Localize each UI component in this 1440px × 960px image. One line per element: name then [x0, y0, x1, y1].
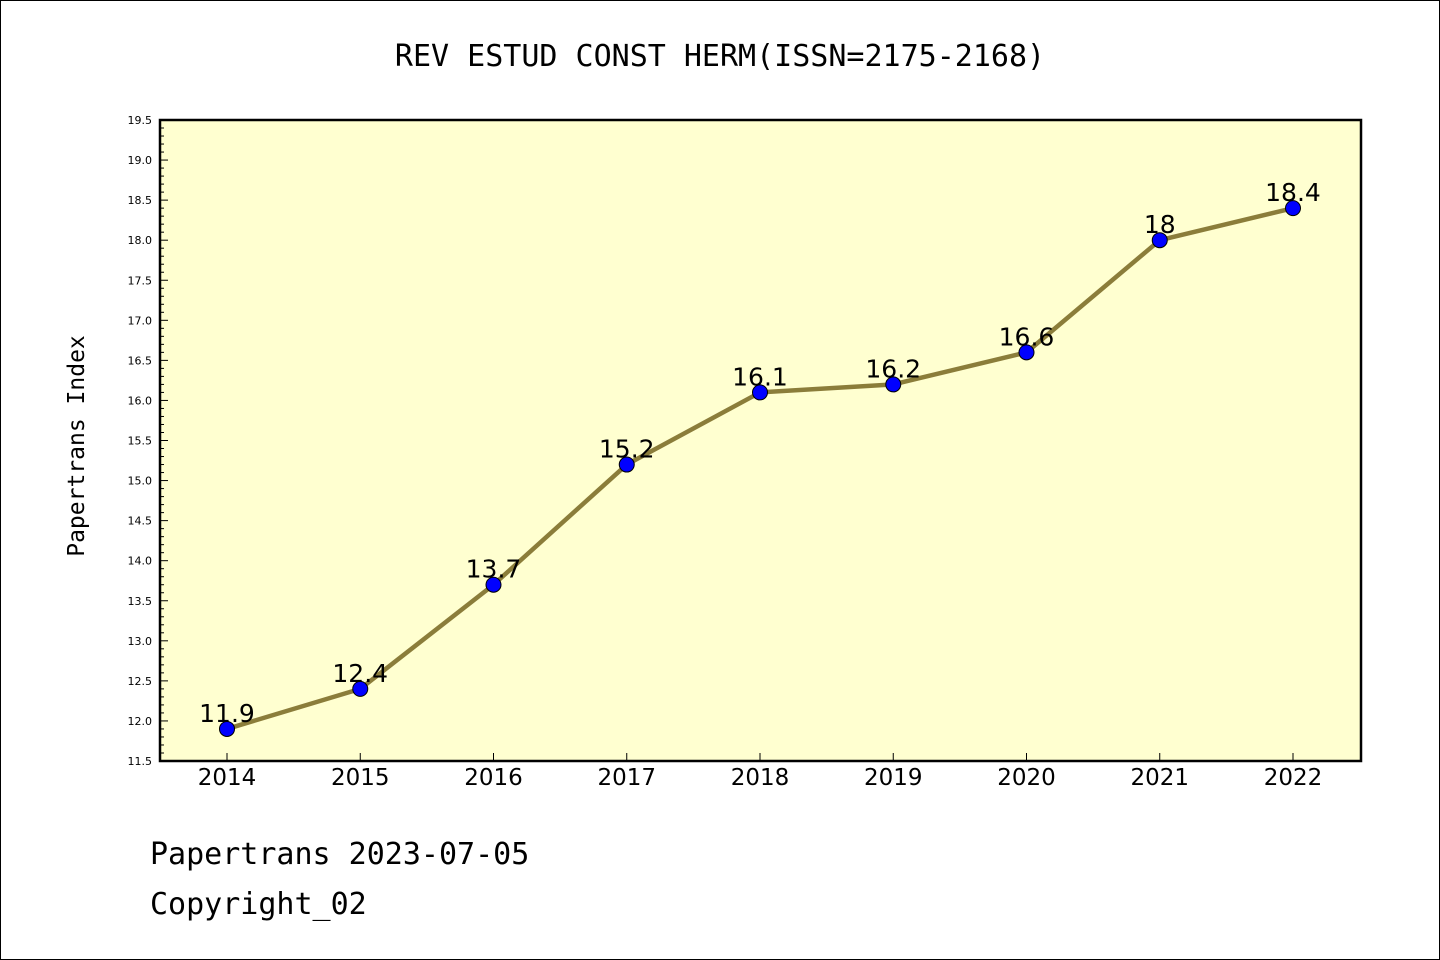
data-label: 16.2 [865, 354, 921, 383]
data-label: 15.2 [599, 435, 655, 464]
data-point [485, 576, 502, 593]
data-label: 18.4 [1265, 178, 1321, 207]
y-tick-label: 17.5 [128, 274, 153, 287]
data-label: 11.9 [199, 699, 255, 728]
chart-title: REV ESTUD CONST HERM(ISSN=2175-2168) [395, 39, 1045, 74]
y-tick-label: 19.5 [128, 114, 153, 127]
series-layer: 11.9 12.4 13.7 15.2 16.1 16.2 16.6 18 18.4 [199, 178, 1321, 737]
data-point [1018, 344, 1035, 361]
plot-area [160, 120, 1361, 761]
y-tick-label: 17.0 [128, 314, 153, 327]
y-tick-label: 16.5 [128, 354, 153, 367]
x-tick-label: 2017 [597, 765, 656, 791]
y-tick-label: 12.0 [128, 715, 153, 728]
x-tick-label: 2022 [1264, 765, 1323, 791]
y-tick-label: 13.0 [128, 635, 153, 648]
plot-border [158, 118, 1363, 763]
data-label: 16.1 [732, 362, 788, 391]
y-tick-label: 14.5 [128, 515, 153, 528]
data-label: 13.7 [466, 555, 522, 584]
footer-date: Papertrans 2023-07-05 [150, 837, 529, 872]
y-tick-label: 12.5 [128, 675, 153, 688]
y-tick-label: 16.0 [128, 394, 153, 407]
data-point [219, 720, 235, 737]
data-label: 16.6 [999, 322, 1055, 351]
y-tick-labels: 11.5 12.0 12.5 13.0 13.5 14.0 14.5 15.0 15.5 16.0… [128, 114, 153, 768]
data-point [352, 680, 369, 697]
y-axis-label: Papertrans Index [64, 335, 90, 557]
x-tick-label: 2014 [198, 765, 257, 791]
x-tick-label: 2015 [331, 765, 390, 791]
x-tick-labels: 2014 2015 2016 2017 2018 2019 2020 2021 2022 [198, 765, 1323, 791]
y-tick-label: 18.0 [128, 234, 153, 247]
footer-copyright: Copyright_02 [150, 887, 367, 922]
data-point [885, 376, 902, 393]
data-point [752, 384, 768, 401]
x-tick-label: 2016 [464, 765, 523, 791]
y-tick-label: 13.5 [128, 595, 153, 608]
y-tick-label: 11.5 [128, 755, 153, 768]
data-point [618, 456, 635, 473]
data-point [1285, 200, 1301, 217]
x-tick-label: 2019 [864, 765, 923, 791]
data-label: 18 [1144, 210, 1176, 239]
y-tick-label: 15.5 [128, 435, 153, 448]
x-tick-label: 2018 [731, 765, 790, 791]
data-point [1151, 232, 1168, 249]
x-tick-label: 2020 [997, 765, 1056, 791]
data-label: 12.4 [332, 659, 388, 688]
y-tick-label: 19.0 [128, 154, 153, 167]
x-tick-label: 2021 [1130, 765, 1189, 791]
y-tick-label: 18.5 [128, 194, 153, 207]
y-tick-label: 15.0 [128, 475, 153, 488]
y-tick-label: 14.0 [128, 555, 153, 568]
